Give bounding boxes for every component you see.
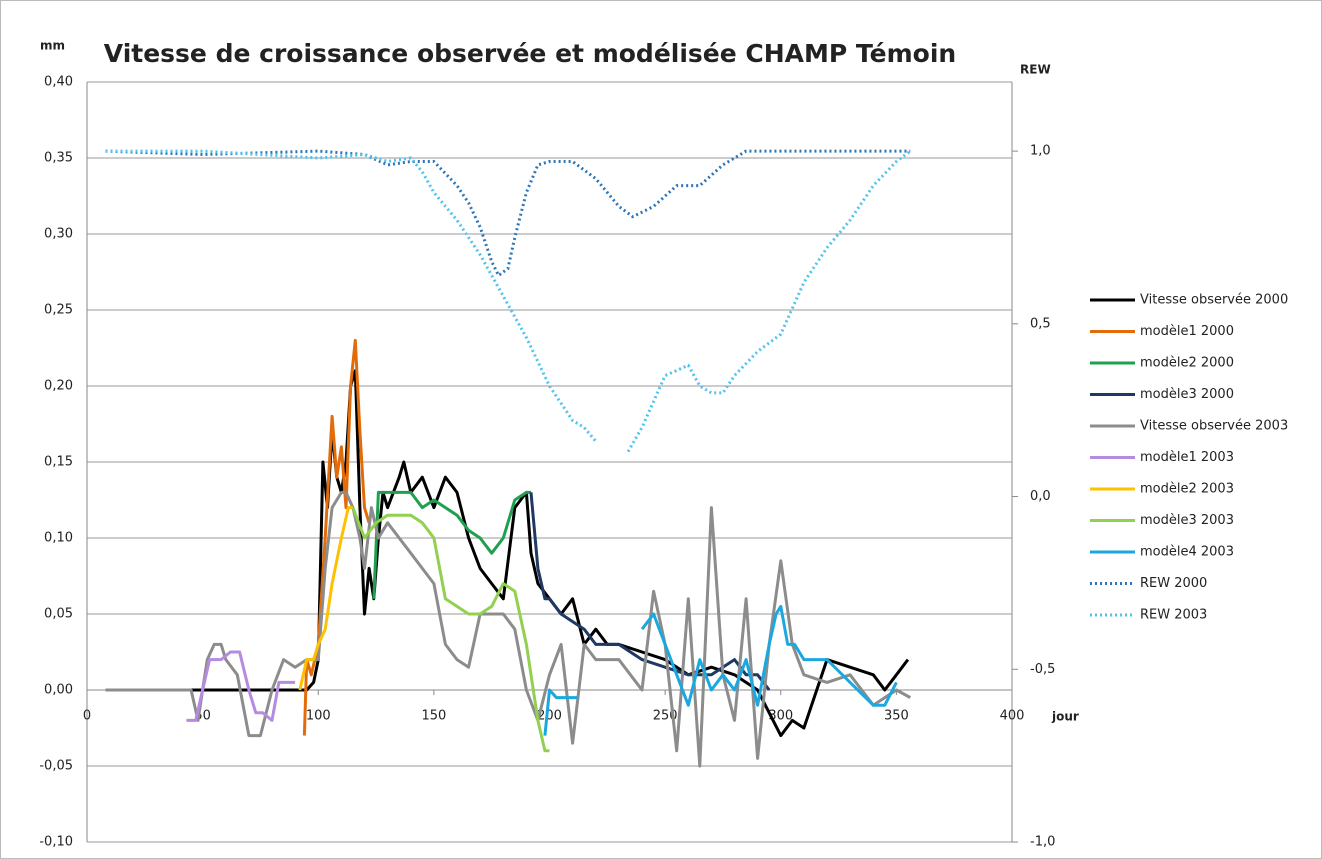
y-tick-label: 0,05 xyxy=(44,607,73,622)
y2-tick-label: -0,5 xyxy=(1030,662,1055,677)
legend-label: REW 2000 xyxy=(1140,576,1207,591)
x-tick-label: 400 xyxy=(1000,709,1025,724)
y2-tick-label: -1,0 xyxy=(1030,835,1055,850)
y-tick-label: 0,40 xyxy=(44,75,73,90)
chart-title: Vitesse de croissance observée et modéli… xyxy=(104,39,956,68)
x-tick-label: 300 xyxy=(768,709,793,724)
series-line xyxy=(529,492,771,691)
y-tick-label: 0,10 xyxy=(44,531,73,546)
x-tick-label: 150 xyxy=(421,709,446,724)
legend-label: modèle2 2003 xyxy=(1140,482,1234,497)
legend-label: modèle3 2003 xyxy=(1140,513,1234,528)
x-axis-label: jour xyxy=(1051,710,1079,724)
legend-label: modèle4 2003 xyxy=(1140,545,1234,560)
y-tick-label: -0,10 xyxy=(39,835,73,850)
legend-label: modèle2 2000 xyxy=(1140,356,1234,371)
x-tick-label: 200 xyxy=(537,709,562,724)
legend-label: REW 2003 xyxy=(1140,608,1207,623)
series-line xyxy=(186,650,296,722)
legend-label: modèle1 2000 xyxy=(1140,324,1234,339)
y-tick-label: 0,20 xyxy=(44,379,73,394)
y2-tick-label: 1,0 xyxy=(1030,144,1051,159)
series-line xyxy=(543,604,898,736)
y-tick-label: 0,35 xyxy=(44,151,73,166)
y-tick-label: 0,30 xyxy=(44,227,73,242)
legend-label: modèle1 2003 xyxy=(1140,450,1234,465)
y-tick-label: -0,05 xyxy=(39,759,73,774)
y-tick-label: 0,15 xyxy=(44,455,73,470)
legend-label: Vitesse observée 2003 xyxy=(1140,419,1288,434)
y2-tick-label: 0,5 xyxy=(1030,316,1051,331)
series-line xyxy=(372,490,531,599)
y-tick-label: 0,00 xyxy=(44,683,73,698)
x-tick-label: 100 xyxy=(306,709,331,724)
y2-axis-label: REW xyxy=(1020,63,1051,77)
series-line xyxy=(302,338,371,736)
y-axis-label: mm xyxy=(40,39,65,53)
series-line xyxy=(298,506,353,691)
legend-label: Vitesse observée 2000 xyxy=(1140,293,1288,308)
legend-label: modèle3 2000 xyxy=(1140,387,1234,402)
x-tick-label: 0 xyxy=(83,709,91,724)
y-tick-label: 0,25 xyxy=(44,303,73,318)
series-line xyxy=(105,490,912,768)
series-line xyxy=(351,507,550,753)
y2-tick-label: 0,0 xyxy=(1030,489,1051,504)
series-line xyxy=(105,149,912,453)
x-tick-label: 350 xyxy=(884,709,909,724)
